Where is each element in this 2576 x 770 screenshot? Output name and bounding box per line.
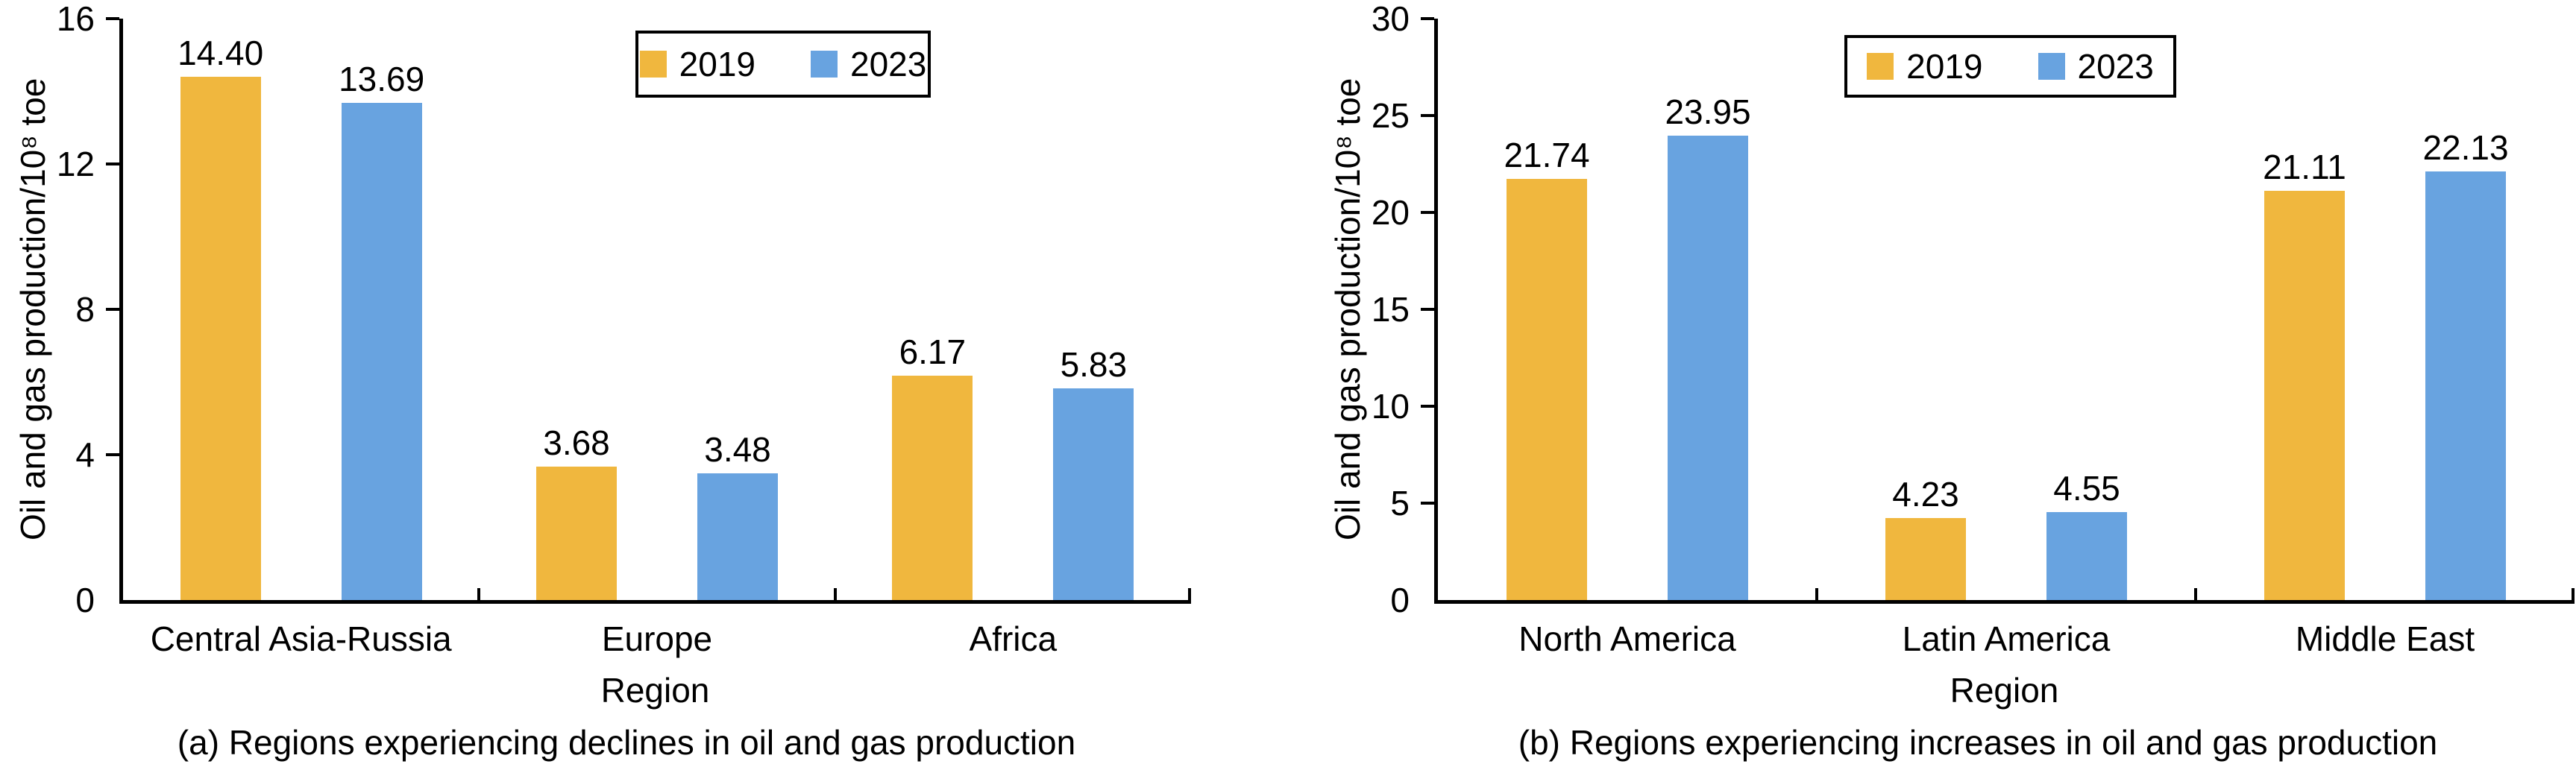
legend-swatch-2019 — [639, 51, 667, 78]
bar-value-label: 13.69 — [339, 59, 425, 98]
bar-2023 — [2046, 511, 2127, 600]
x-axis-tick — [833, 588, 837, 600]
legend: 2019 2023 — [1844, 35, 2176, 98]
bar-2019 — [1507, 178, 1587, 600]
x-category-label: North America — [1518, 619, 1736, 658]
x-axis-tick — [1815, 588, 1818, 600]
y-axis-tick-label: 20 — [1371, 193, 1410, 232]
y-axis-tick-label: 10 — [1371, 387, 1410, 426]
y-axis-tick — [1421, 308, 1434, 311]
bar-2019 — [2264, 191, 2345, 600]
bar-2023 — [2425, 171, 2506, 600]
x-axis-title: Region — [600, 671, 710, 710]
x-axis-tick — [2194, 588, 2197, 600]
plot-area-declines: Oil and gas production/10⁸ toe 2019 2023… — [13, 0, 1191, 658]
legend: 2019 2023 — [635, 31, 931, 98]
y-axis-tick — [106, 308, 119, 311]
legend-label-2019: 2019 — [1906, 47, 1983, 86]
y-axis-tick — [106, 162, 119, 165]
bar-value-label: 22.13 — [2422, 127, 2509, 167]
legend-swatch-2023 — [2038, 53, 2065, 80]
legend-swatch-2023 — [811, 51, 838, 78]
legend-label-2019: 2019 — [679, 45, 755, 83]
bar-2019 — [892, 376, 973, 600]
x-category-label: Europe — [601, 619, 713, 658]
plot-area-increases: Oil and gas production/10⁸ toe 2019 2023… — [1328, 0, 2575, 658]
bar-value-label: 4.55 — [2053, 468, 2120, 508]
y-axis-tick-label: 0 — [1390, 581, 1410, 619]
y-axis-tick-label: 8 — [75, 290, 95, 329]
bar-2019 — [1885, 518, 1966, 600]
bar-value-label: 21.11 — [2263, 148, 2346, 187]
y-axis-tick-label: 15 — [1371, 290, 1410, 329]
y-axis-tick — [1421, 211, 1434, 214]
x-category-label: Africa — [969, 619, 1058, 658]
x-category-label: Central Asia-Russia — [150, 619, 452, 658]
y-axis-tick-label: 4 — [75, 435, 95, 474]
y-axis-tick — [106, 17, 119, 20]
panel-b-caption: (b) Regions experiencing increases in oi… — [1518, 723, 2438, 762]
y-axis-tick — [106, 453, 119, 456]
y-axis-tick-label: 5 — [1390, 484, 1410, 523]
bar-value-label: 14.40 — [178, 34, 264, 72]
y-axis-tick-label: 30 — [1371, 0, 1410, 38]
bar-value-label: 3.48 — [704, 430, 771, 470]
bar-value-label: 6.17 — [899, 332, 967, 372]
bar-2019 — [536, 466, 617, 600]
legend-label-2023: 2023 — [850, 45, 927, 83]
bar-value-label: 23.95 — [1665, 92, 1751, 132]
y-axis-tick — [1421, 502, 1434, 505]
bar-2023 — [341, 102, 422, 600]
legend-swatch-2019 — [1867, 53, 1894, 80]
x-category-label: Middle East — [2295, 619, 2475, 658]
y-axis-tick — [1421, 17, 1434, 20]
panel-a-caption: (a) Regions experiencing declines in oil… — [177, 723, 1076, 762]
x-category-label: Latin America — [1902, 619, 2111, 658]
x-axis-tick — [477, 588, 481, 600]
bar-2023 — [697, 473, 778, 600]
bar-2023 — [1668, 136, 1748, 600]
bar-value-label: 21.74 — [1504, 135, 1590, 174]
bar-2019 — [180, 77, 261, 600]
bar-value-label: 4.23 — [1892, 475, 1959, 514]
bar-value-label: 3.68 — [543, 423, 610, 462]
y-axis-tick-label: 12 — [56, 145, 95, 183]
legend-label-2023: 2023 — [2077, 47, 2154, 86]
x-axis-tick — [2572, 588, 2575, 600]
x-axis-tick — [1188, 588, 1191, 600]
bar-value-label: 5.83 — [1060, 344, 1128, 384]
x-axis-title: Region — [1950, 671, 2059, 710]
y-axis-tick-label: 16 — [56, 0, 95, 38]
y-axis-tick-label: 25 — [1371, 96, 1410, 135]
bar-2023 — [1053, 388, 1134, 600]
y-axis-tick — [1421, 405, 1434, 408]
y-axis-tick — [1421, 114, 1434, 117]
y-axis-tick-label: 0 — [75, 581, 95, 619]
